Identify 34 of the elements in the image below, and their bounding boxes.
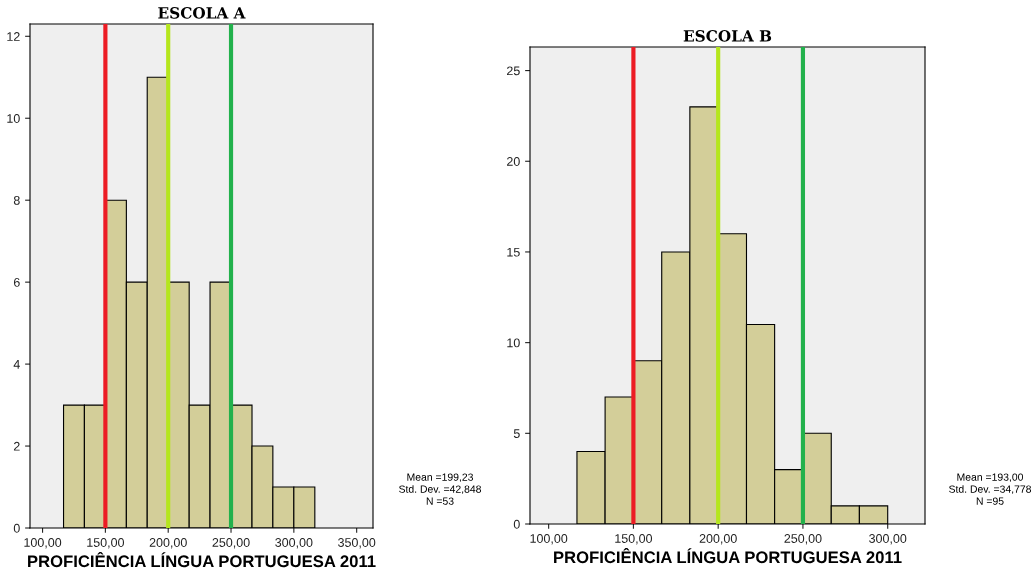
x-tick-label: 300,00: [275, 538, 313, 549]
y-tick-label: 0: [13, 523, 20, 533]
x-tick-label: 250,00: [784, 534, 822, 545]
y-tick-label: 10: [7, 114, 20, 123]
x-axis-title: PROFICIÊNCIA LÍNGUA PORTUGUESA 2011: [554, 548, 902, 564]
x-tick-label: 350,00: [338, 538, 376, 549]
y-tick-label: 8: [13, 196, 20, 205]
y-tick-label: 6: [13, 277, 20, 287]
x-tick-label: 100,00: [530, 534, 568, 545]
y-tick-label: 25: [507, 66, 520, 76]
text: Std. Dev. =42,848: [399, 485, 481, 495]
y-tick-label: 0: [513, 519, 520, 529]
x-tick-label: 150,00: [87, 538, 125, 549]
x-axis-title: PROFICIÊNCIA LÍNGUA PORTUGUESA 2011: [28, 552, 376, 568]
y-tick-label: 4: [13, 360, 20, 369]
text: Std. Dev. =34,778: [949, 485, 1031, 495]
text: Mean =193,00: [957, 473, 1024, 483]
text: N =53: [426, 497, 454, 505]
y-tick-label: 10: [507, 338, 520, 348]
y-tick-label: 5: [513, 429, 520, 438]
x-tick-label: 100,00: [24, 538, 62, 549]
chart-title: ESCOLA A: [158, 7, 246, 19]
x-tick-label: 250,00: [212, 538, 250, 549]
x-tick-label: 150,00: [615, 534, 653, 545]
y-tick-label: 12: [7, 32, 20, 41]
x-tick-label: 200,00: [149, 538, 187, 549]
chart-title: ESCOLA B: [683, 30, 772, 42]
y-tick-label: 20: [507, 157, 520, 166]
text: N =95: [976, 497, 1004, 505]
text: Mean =199,23: [407, 473, 473, 483]
x-tick-label: 300,00: [869, 534, 907, 545]
y-tick-label: 2: [13, 441, 20, 451]
y-tick-label: 15: [507, 247, 520, 257]
x-tick-label: 200,00: [699, 534, 737, 545]
